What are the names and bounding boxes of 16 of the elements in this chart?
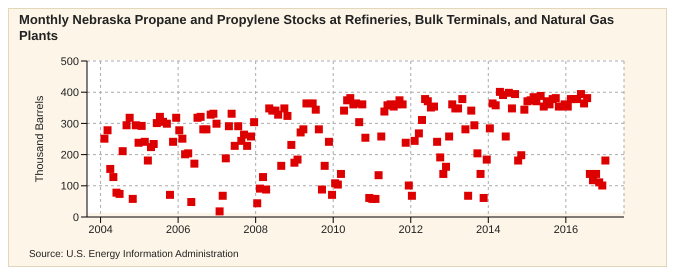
x-tick-label: 2012: [398, 224, 423, 236]
y-tick-label: 100: [60, 180, 79, 193]
chart-title: Monthly Nebraska Propane and Propylene Stocks at Refineries, Bulk Terminals, and Natural Gas Plants: [19, 12, 616, 44]
x-tick-label: 2014: [476, 224, 501, 236]
y-tick-label: 0: [72, 212, 79, 224]
x-tick-label: 2004: [88, 224, 113, 236]
y-tick-label: 400: [60, 87, 79, 100]
y-tick-label: 300: [60, 118, 79, 130]
x-tick-label: 2006: [166, 224, 190, 236]
y-tick-label: 500: [60, 56, 79, 68]
source-note: Source: U.S. Energy Information Administration: [29, 249, 239, 260]
x-tick-label: 2016: [554, 224, 578, 236]
y-axis-title: Thousand Barrels: [34, 95, 46, 182]
y-tick-label: 200: [60, 150, 79, 162]
x-tick-label: 2010: [320, 224, 346, 236]
x-tick-label: 2008: [243, 224, 268, 236]
